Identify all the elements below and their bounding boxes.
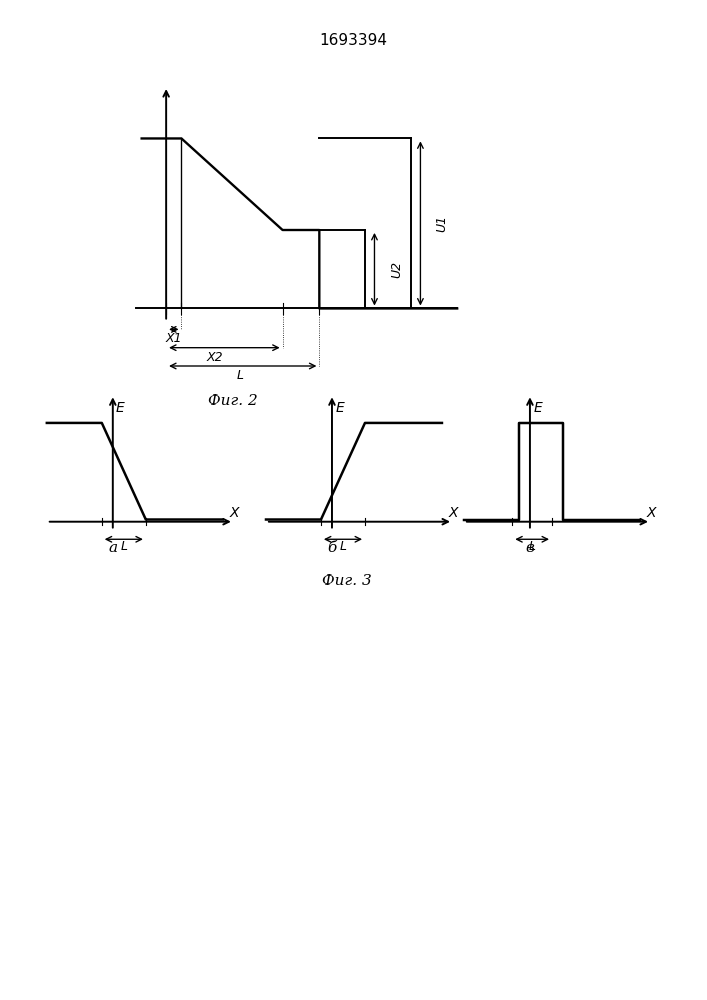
Text: а: а [108,541,117,555]
Text: L: L [236,369,243,382]
Text: L: L [529,540,536,553]
Text: в: в [525,541,534,555]
Text: U1: U1 [436,215,449,232]
Text: X: X [229,506,239,520]
Text: X: X [448,506,458,520]
Text: Фиг. 3: Фиг. 3 [322,574,371,588]
Text: L: L [120,540,127,553]
Text: 1693394: 1693394 [320,33,387,48]
Text: Фиг. 2: Фиг. 2 [209,394,258,408]
Text: E: E [335,401,344,415]
Text: б: б [327,541,337,555]
Text: E: E [116,401,125,415]
Text: U2: U2 [390,261,403,278]
Text: X2: X2 [207,351,223,364]
Text: X: X [646,506,656,520]
Text: X1: X1 [165,332,182,345]
Text: L: L [339,540,346,553]
Text: E: E [533,401,542,415]
